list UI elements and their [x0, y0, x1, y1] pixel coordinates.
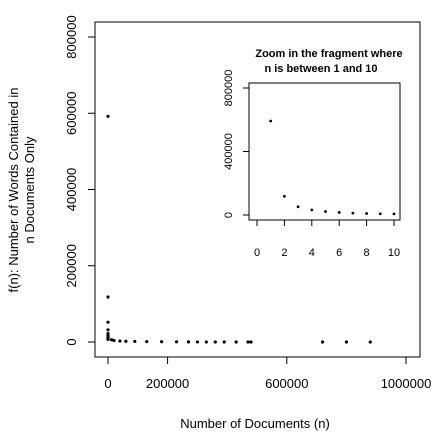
main-data-point [160, 340, 164, 344]
main-data-point [106, 320, 110, 324]
y-axis-label-line-2: n Documents Only [22, 136, 37, 243]
inset-y-axis: 0 400000 800000 [223, 70, 250, 218]
main-plot: 0 200000 600000 1000000 0 200000 400000 600000… [6, 15, 431, 431]
main-x-axis: 0 200000 600000 1000000 [104, 356, 432, 391]
main-data-point [106, 295, 110, 299]
main-data-point [204, 340, 208, 344]
main-y-tick-label: 800000 [64, 15, 79, 58]
main-data-point [106, 332, 110, 336]
main-y-axis: 0 200000 400000 600000 800000 [64, 15, 96, 346]
inset-title-line-1: Zoom in the fragment where [255, 48, 402, 60]
inset-y-tick-label: 800000 [223, 70, 235, 107]
main-data-point [124, 339, 128, 343]
main-y-tick-label: 600000 [64, 92, 79, 135]
inset-data-point [378, 212, 382, 216]
main-x-tick-label: 0 [104, 376, 111, 391]
main-data-point [106, 114, 110, 118]
inset-x-tick-label: 2 [281, 247, 287, 259]
inset-plot-frame [248, 82, 401, 221]
main-data-point [106, 337, 110, 341]
main-data-point [344, 340, 348, 344]
inset-data-point [310, 208, 314, 212]
main-data-point [145, 340, 149, 344]
inset-data-point [365, 212, 368, 215]
inset-data-point [296, 205, 300, 209]
main-data-point [195, 340, 199, 344]
inset-x-tick-label: 4 [309, 247, 315, 259]
main-data-point [222, 340, 226, 344]
inset-x-tick-label: 0 [254, 247, 260, 259]
inset-title-line-2: n is between 1 and 10 [264, 63, 377, 75]
y-axis-label-line-1: f(n): Number of Words Contained in [6, 88, 21, 293]
x-axis-label: Number of Documents (n) [180, 416, 330, 431]
main-y-tick-label: 400000 [64, 168, 79, 211]
inset-data-point [269, 119, 273, 123]
inset-data-point [337, 211, 341, 214]
main-data-point [174, 340, 179, 344]
main-data-point [186, 340, 191, 344]
inset-y-tick-label: 400000 [223, 133, 235, 170]
main-y-tick-label: 0 [64, 338, 79, 345]
main-x-tick-label: 600000 [265, 376, 308, 391]
main-points [106, 114, 372, 344]
main-data-point [112, 338, 116, 343]
main-data-point [368, 340, 372, 344]
main-x-tick-label: 1000000 [381, 376, 432, 391]
main-data-point [106, 328, 110, 332]
inset-x-tick-label: 6 [336, 247, 342, 259]
inset-x-axis: 0 2 4 6 8 10 [254, 219, 400, 259]
main-data-point [118, 339, 122, 343]
main-data-point [320, 340, 325, 344]
main-data-point [133, 339, 137, 344]
inset-data-point [283, 194, 286, 198]
inset-x-tick-label: 8 [364, 247, 370, 259]
inset-plot: 0 2 4 6 8 10 0 400000 800000 Zoom in the fragme… [223, 48, 403, 259]
inset-x-tick-label: 10 [388, 247, 400, 259]
main-data-point [246, 340, 250, 344]
main-y-tick-label: 200000 [64, 244, 79, 287]
inset-data-point [351, 211, 355, 215]
main-x-tick-label: 200000 [146, 376, 189, 391]
inset-data-point [392, 212, 396, 216]
main-data-point [234, 340, 238, 344]
inset-y-tick-label: 0 [223, 212, 235, 218]
inset-points [269, 119, 396, 216]
inset-data-point [324, 210, 327, 213]
main-data-point [213, 340, 217, 344]
main-data-point [249, 340, 253, 344]
